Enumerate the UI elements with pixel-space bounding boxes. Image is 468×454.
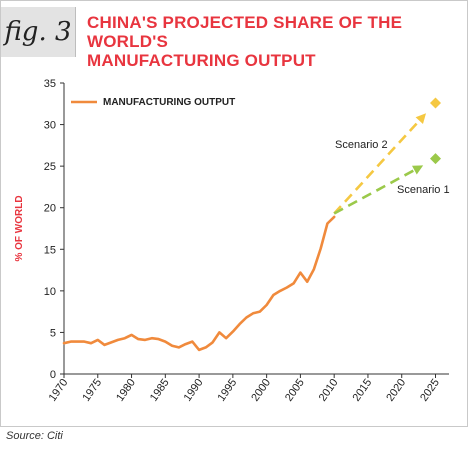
chart-legend: MANUFACTURING OUTPUT <box>71 97 235 108</box>
y-tick-label: 5 <box>50 327 56 339</box>
series-line-scenario-2 <box>333 116 423 215</box>
chart-title-line-1: CHINA'S PROJECTED SHARE OF THE WORLD'S <box>87 13 403 51</box>
y-axis-label: % OF WORLD <box>14 195 25 261</box>
chart-title: CHINA'S PROJECTED SHARE OF THE WORLD'S M… <box>87 13 457 70</box>
x-tick-label: 1985 <box>148 377 172 404</box>
arrowhead-scenario-1 <box>412 165 424 175</box>
endpoint-marker-scenario-1 <box>429 153 441 165</box>
x-tick-label: 2010 <box>317 377 341 404</box>
chart-series: Scenario 2 Scenario 1 <box>62 97 450 352</box>
x-tick-label: 2020 <box>384 377 408 404</box>
x-tick-label: 1995 <box>215 377 239 404</box>
arrowhead-scenario-2 <box>415 113 427 125</box>
chart-title-line-2: MANUFACTURING OUTPUT <box>87 51 316 70</box>
x-tick-label: 2025 <box>418 377 442 404</box>
scenario-1-label: Scenario 1 <box>397 184 450 196</box>
series-line-manufacturing-output <box>62 215 336 352</box>
endpoint-marker-scenario-2 <box>429 97 441 109</box>
source-note: Source: Citi <box>6 430 63 442</box>
legend-label: MANUFACTURING OUTPUT <box>103 97 235 108</box>
y-tick-label: 15 <box>44 244 56 256</box>
figure-header: fig. 3 CHINA'S PROJECTED SHARE OF THE WO… <box>1 1 467 70</box>
chart-axes <box>63 83 449 375</box>
x-tick-label: 1975 <box>80 377 104 404</box>
y-tick-label: 0 <box>50 369 56 381</box>
y-tick-label: 30 <box>44 120 56 132</box>
y-tick-label: 25 <box>44 161 56 173</box>
y-tick-label: 20 <box>44 203 56 215</box>
scenario-2-label: Scenario 2 <box>335 139 388 151</box>
y-tick-label: 10 <box>44 286 56 298</box>
x-tick-label: 1990 <box>182 377 206 404</box>
x-tick-label: 1980 <box>114 377 138 404</box>
x-tick-label: 2015 <box>351 377 375 404</box>
figure-label: fig. 3 <box>1 7 76 57</box>
y-tick-label: 35 <box>44 78 56 90</box>
x-tick-label: 2005 <box>283 377 307 404</box>
x-tick-label: 2000 <box>249 377 273 404</box>
figure-frame: fig. 3 CHINA'S PROJECTED SHARE OF THE WO… <box>0 0 468 427</box>
